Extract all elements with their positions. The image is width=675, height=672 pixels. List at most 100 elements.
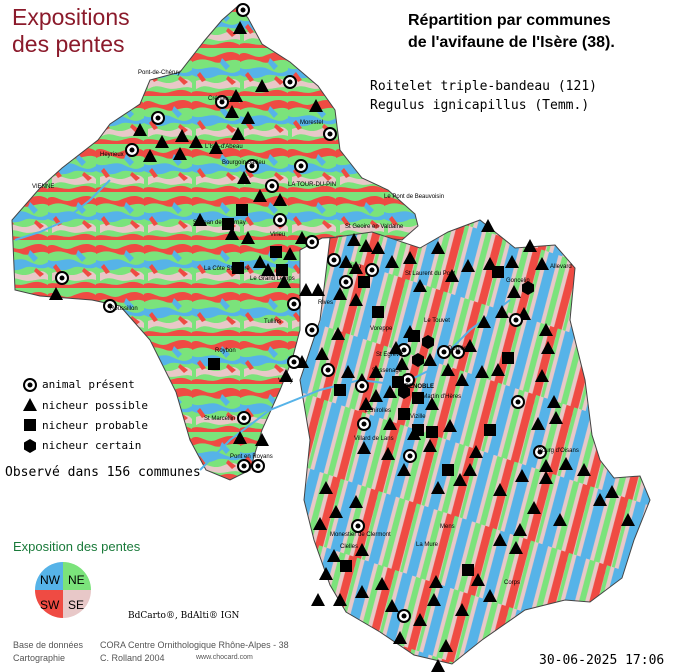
nicheur-possible-marker <box>439 639 453 652</box>
nicheur-possible-marker <box>549 411 563 424</box>
nicheur-probable-marker <box>408 330 420 342</box>
nicheur-possible-marker <box>461 259 475 272</box>
nicheur-possible-marker <box>547 395 561 408</box>
nicheur-possible-marker <box>483 589 497 602</box>
place-label: Echirolles <box>365 408 391 414</box>
compass-nw-label: NW <box>40 573 61 587</box>
nicheur-possible-marker <box>491 363 505 376</box>
animal-present-marker <box>245 159 259 173</box>
nicheur-possible-marker <box>193 213 207 226</box>
place-label: Monestier de Clermont <box>330 532 391 538</box>
nicheur-possible-marker <box>375 577 389 590</box>
place-label: GRENOBLE <box>400 384 434 390</box>
animal-present-marker <box>125 143 139 157</box>
animal-present-marker <box>339 275 353 289</box>
nicheur-possible-marker <box>507 285 521 298</box>
nicheur-possible-marker <box>429 575 443 588</box>
nicheur-possible-marker <box>593 493 607 506</box>
nicheur-possible-marker <box>175 129 189 142</box>
place-label: LA TOUR-DU-PIN <box>288 182 336 188</box>
nicheur-possible-marker <box>255 79 269 92</box>
place-label: St Martin d'Hères <box>415 394 461 400</box>
nicheur-probable-marker <box>236 204 248 216</box>
nicheur-possible-marker <box>349 293 363 306</box>
nicheur-possible-marker <box>553 513 567 526</box>
animal-present-marker <box>403 449 417 463</box>
nicheur-possible-marker <box>397 463 411 476</box>
place-label: Morestel <box>300 120 323 126</box>
isere-territory-north <box>11 5 419 481</box>
place-label: La Côte St André <box>204 266 250 272</box>
nicheur-possible-marker <box>471 573 485 586</box>
nicheur-possible-marker <box>453 473 467 486</box>
river-rhone <box>14 179 111 241</box>
place-label: Virieu <box>270 232 285 238</box>
nicheur-possible-marker <box>535 369 549 382</box>
nicheur-probable-marker <box>442 464 454 476</box>
place-labels: Pont-de-Chéruy Crémieu Morestel Heyrieux… <box>32 70 579 586</box>
nicheur-possible-marker <box>425 397 439 410</box>
nicheur-possible-marker <box>233 431 247 444</box>
animal-present-marker <box>351 519 365 533</box>
nicheur-possible-marker <box>355 543 369 556</box>
nicheur-possible-marker <box>445 269 459 282</box>
nicheur-possible-marker <box>311 593 325 606</box>
nicheur-possible-marker <box>455 603 469 616</box>
nicheur-possible-marker <box>359 239 373 252</box>
nicheur-possible-marker <box>313 517 327 530</box>
nicheur-probable-marker <box>398 408 410 420</box>
animal-present-marker <box>327 253 341 267</box>
animal-present-marker <box>236 3 250 17</box>
compass-nw <box>35 562 63 590</box>
nicheur-probable-marker <box>502 352 514 364</box>
nicheur-possible-marker <box>311 283 325 296</box>
animal-present-marker <box>305 323 319 337</box>
nicheur-possible-marker <box>237 171 251 184</box>
animal-present-marker <box>251 459 265 473</box>
animal-present-marker <box>151 111 165 125</box>
nicheur-possible-marker <box>443 419 457 432</box>
nicheur-possible-marker <box>349 495 363 508</box>
place-label: Goncelin <box>506 278 530 284</box>
animal-present-marker <box>237 411 251 425</box>
nicheur-possible-marker <box>577 463 591 476</box>
species-latin-name: Regulus ignicapillus (Temm.) <box>370 98 590 113</box>
animal-present-marker <box>305 235 319 249</box>
place-label: St Egrève <box>376 352 403 358</box>
nicheur-possible-marker <box>371 241 385 254</box>
place-label: St Marcellin <box>204 416 235 422</box>
animal-present-marker <box>294 159 308 173</box>
nicheur-possible-marker <box>277 275 291 288</box>
place-label: Clelles <box>340 544 358 550</box>
animal-present-marker <box>273 213 287 227</box>
animal-present-marker <box>437 345 451 359</box>
nicheur-possible-marker <box>339 255 353 268</box>
animal-present-marker <box>103 299 117 313</box>
place-label: Domène <box>448 346 471 352</box>
nicheur-probable-marker <box>270 246 282 258</box>
nicheur-probable-marker <box>276 264 288 276</box>
nicheur-probable-marker <box>208 358 220 370</box>
animal-present-marker <box>509 313 523 327</box>
nicheur-probable-marker <box>492 266 504 278</box>
nicheur-possible-marker <box>475 365 489 378</box>
place-label: Sassenage <box>372 368 403 374</box>
nicheur-possible-marker <box>427 593 441 606</box>
compass-ne <box>63 562 91 590</box>
nicheur-possible-marker <box>283 247 297 260</box>
legend-nicheur-possible-icon <box>23 398 37 411</box>
place-label: Vif <box>386 426 393 432</box>
nicheur-certain-marker <box>398 385 410 399</box>
place-label: L'Isle-d'Abeau <box>205 144 243 150</box>
nicheur-possible-marker <box>463 463 477 476</box>
nicheur-possible-marker <box>531 417 545 430</box>
legend-animal-present-icon <box>23 378 37 392</box>
nicheur-probable-marker <box>462 564 474 576</box>
nicheur-possible-marker <box>355 585 369 598</box>
nicheur-possible-marker <box>403 251 417 264</box>
place-label: VIENNE <box>32 184 54 190</box>
animal-present-marker <box>287 355 301 369</box>
nicheur-possible-marker <box>231 127 245 140</box>
nicheur-possible-marker <box>133 123 147 136</box>
